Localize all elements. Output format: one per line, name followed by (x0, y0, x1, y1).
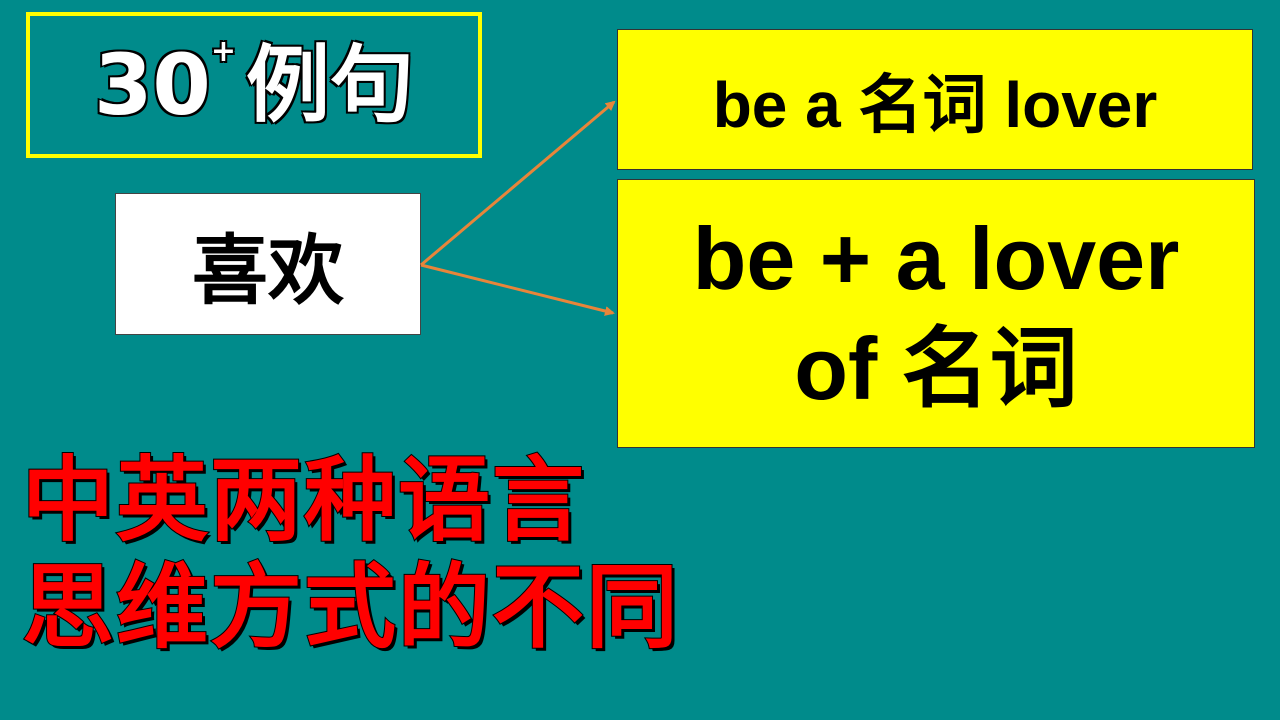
caption-line2: 思维方式的不同 (21, 553, 681, 661)
badge-number: 30 (93, 36, 212, 134)
keyword-text: 喜欢 (192, 226, 344, 315)
pattern-bottom-line2: of 名词 (794, 318, 1078, 418)
pattern-top-text: be a 名词 lover (712, 68, 1158, 141)
keyword-box: 喜欢 (115, 193, 421, 335)
example-count-badge: 30 + 例句 (26, 12, 482, 158)
pattern-box-bottom: be + a lover of 名词 (617, 179, 1255, 448)
pattern-box-top: be a 名词 lover (617, 29, 1253, 170)
caption-line1: 中英两种语言 (21, 446, 587, 554)
badge-label: 例句 (245, 36, 415, 134)
caption: 中英两种语言 思维方式的不同 (21, 446, 681, 661)
arrow-to-bottom-pattern (420, 263, 615, 316)
badge-superscript: + (210, 34, 237, 69)
pattern-bottom-line1: be + a lover (692, 208, 1180, 308)
